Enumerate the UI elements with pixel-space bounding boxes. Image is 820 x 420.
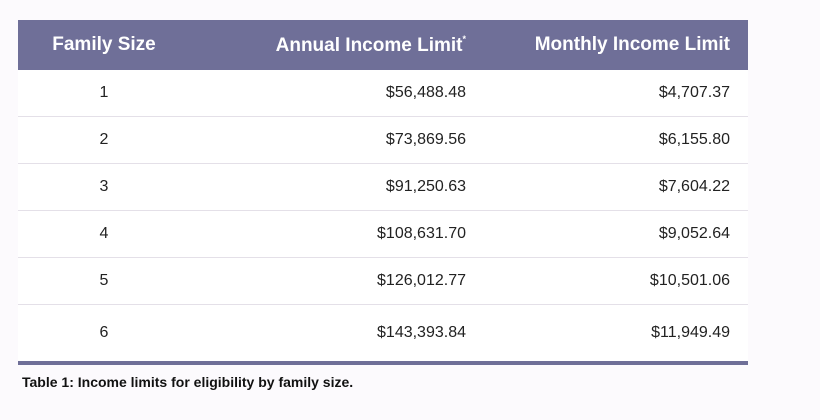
table-cell: 4 bbox=[18, 210, 190, 258]
table-row: 2 $73,869.56 $6,155.80 bbox=[18, 116, 748, 164]
caption: Table 1: Income limits for eligibility b… bbox=[22, 374, 354, 390]
table-cell: $91,250.63 bbox=[190, 163, 484, 211]
table-cell: $9,052.64 bbox=[484, 210, 748, 258]
header-cell: Annual Income Limit* bbox=[190, 20, 484, 70]
table-cell: $11,949.49 bbox=[484, 304, 748, 361]
header-text: Annual Income Limit bbox=[275, 34, 463, 56]
header-text: Family Size bbox=[52, 34, 156, 55]
header-cell: Monthly Income Limit bbox=[484, 20, 748, 70]
header-text: Monthly Income Limit bbox=[534, 34, 730, 55]
footnote-mark: * bbox=[462, 33, 466, 44]
table-cell: 1 bbox=[18, 70, 190, 117]
table-block: Family Size Annual Income Limit* Monthly… bbox=[18, 20, 748, 390]
table-cell: 3 bbox=[18, 163, 190, 211]
table-head: Family Size Annual Income Limit* Monthly… bbox=[18, 20, 748, 70]
table-cell: $73,869.56 bbox=[190, 116, 484, 164]
table-cell: $4,707.37 bbox=[484, 70, 748, 117]
table-row: 6 $143,393.84 $11,949.49 bbox=[18, 304, 748, 361]
table-cell: $126,012.77 bbox=[190, 257, 484, 305]
table-cell: 2 bbox=[18, 116, 190, 164]
table-row: 5 $126,012.77 $10,501.06 bbox=[18, 257, 748, 305]
table-cell: $6,155.80 bbox=[484, 116, 748, 164]
table-cell: $10,501.06 bbox=[484, 257, 748, 305]
table-cell: $7,604.22 bbox=[484, 163, 748, 211]
table-cell: $56,488.48 bbox=[190, 70, 484, 117]
table-row: 3 $91,250.63 $7,604.22 bbox=[18, 163, 748, 211]
table-cell: $108,631.70 bbox=[190, 210, 484, 258]
bottom-rule bbox=[18, 361, 748, 365]
table-cell: 5 bbox=[18, 257, 190, 305]
table-cell: 6 bbox=[18, 304, 190, 361]
header-row: Family Size Annual Income Limit* Monthly… bbox=[18, 20, 748, 70]
table-cell: $143,393.84 bbox=[190, 304, 484, 361]
header-cell: Family Size bbox=[18, 20, 190, 70]
table-body: 1 $56,488.48 $4,707.37 2 $73,869.56 $6,155.80… bbox=[18, 70, 748, 361]
income-table: Family Size Annual Income Limit* Monthly… bbox=[18, 20, 748, 361]
table-row: 4 $108,631.70 $9,052.64 bbox=[18, 210, 748, 258]
table-row: 1 $56,488.48 $4,707.37 bbox=[18, 70, 748, 117]
